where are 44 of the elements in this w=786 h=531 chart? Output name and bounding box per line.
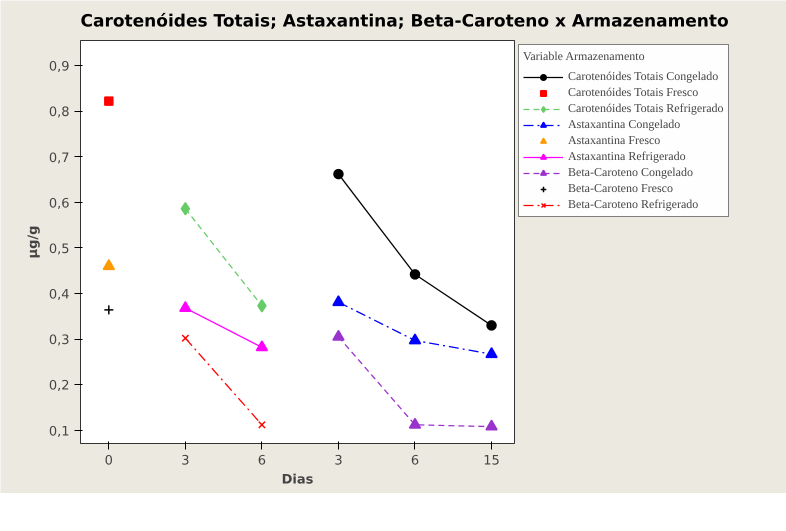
y-tick-label: 0,9 — [48, 60, 70, 75]
legend-label: Astaxantina Refrigerado — [568, 149, 686, 164]
point — [408, 418, 422, 429]
legend-label: Astaxantina Congelado — [568, 117, 680, 132]
legend-label: Carotenóides Totais Congelado — [568, 69, 718, 84]
legend-label: Astaxantina Fresco — [568, 133, 660, 148]
y-tick-label: 0,7 — [48, 150, 70, 166]
chart-title: Carotenóides Totais; Astaxantina; Beta-Caroteno x Armazenamento — [80, 12, 729, 32]
legend-label: Beta-Caroteno Refrigerado — [568, 197, 698, 212]
x-tick-label: 6 — [410, 454, 420, 468]
point — [180, 202, 190, 216]
legend-label: Beta-Caroteno Fresco — [568, 181, 673, 196]
y-tick-label: 0,2 — [48, 378, 70, 394]
y-tick-label: 0,4 — [48, 288, 70, 303]
y-tick-label: 0,8 — [48, 105, 70, 120]
y-tick-label: 0,6 — [48, 196, 70, 212]
x-tick-label: 6 — [258, 454, 266, 468]
x-axis-title: Dias — [282, 472, 314, 488]
y-tick-label: 0,5 — [48, 242, 70, 257]
legend-label: Carotenóides Totais Refrigerado — [568, 101, 724, 116]
point — [410, 269, 420, 280]
x-tick-label: 15 — [483, 454, 500, 468]
point — [485, 347, 498, 358]
x-tick-label: 3 — [334, 454, 343, 468]
point — [258, 420, 266, 429]
point — [408, 333, 422, 344]
point — [104, 96, 114, 106]
point — [181, 334, 190, 342]
legend-label: Carotenóides Totais Fresco — [568, 85, 698, 100]
point — [485, 420, 498, 431]
x-tick-label: 3 — [181, 454, 190, 468]
x-tick-label: 0 — [104, 454, 113, 468]
legend-label: Beta-Caroteno Congelado — [568, 165, 693, 180]
point — [102, 259, 116, 270]
legend-title: Variable Armazenamento — [523, 49, 646, 64]
y-tick-label: 0,1 — [48, 424, 70, 440]
y-axis-title: µg/g — [26, 226, 41, 258]
point — [104, 304, 114, 316]
point — [257, 299, 267, 313]
point — [486, 320, 497, 331]
point — [332, 295, 345, 306]
y-tick-label: 0,3 — [48, 333, 70, 348]
point — [332, 330, 345, 341]
point — [333, 168, 344, 180]
